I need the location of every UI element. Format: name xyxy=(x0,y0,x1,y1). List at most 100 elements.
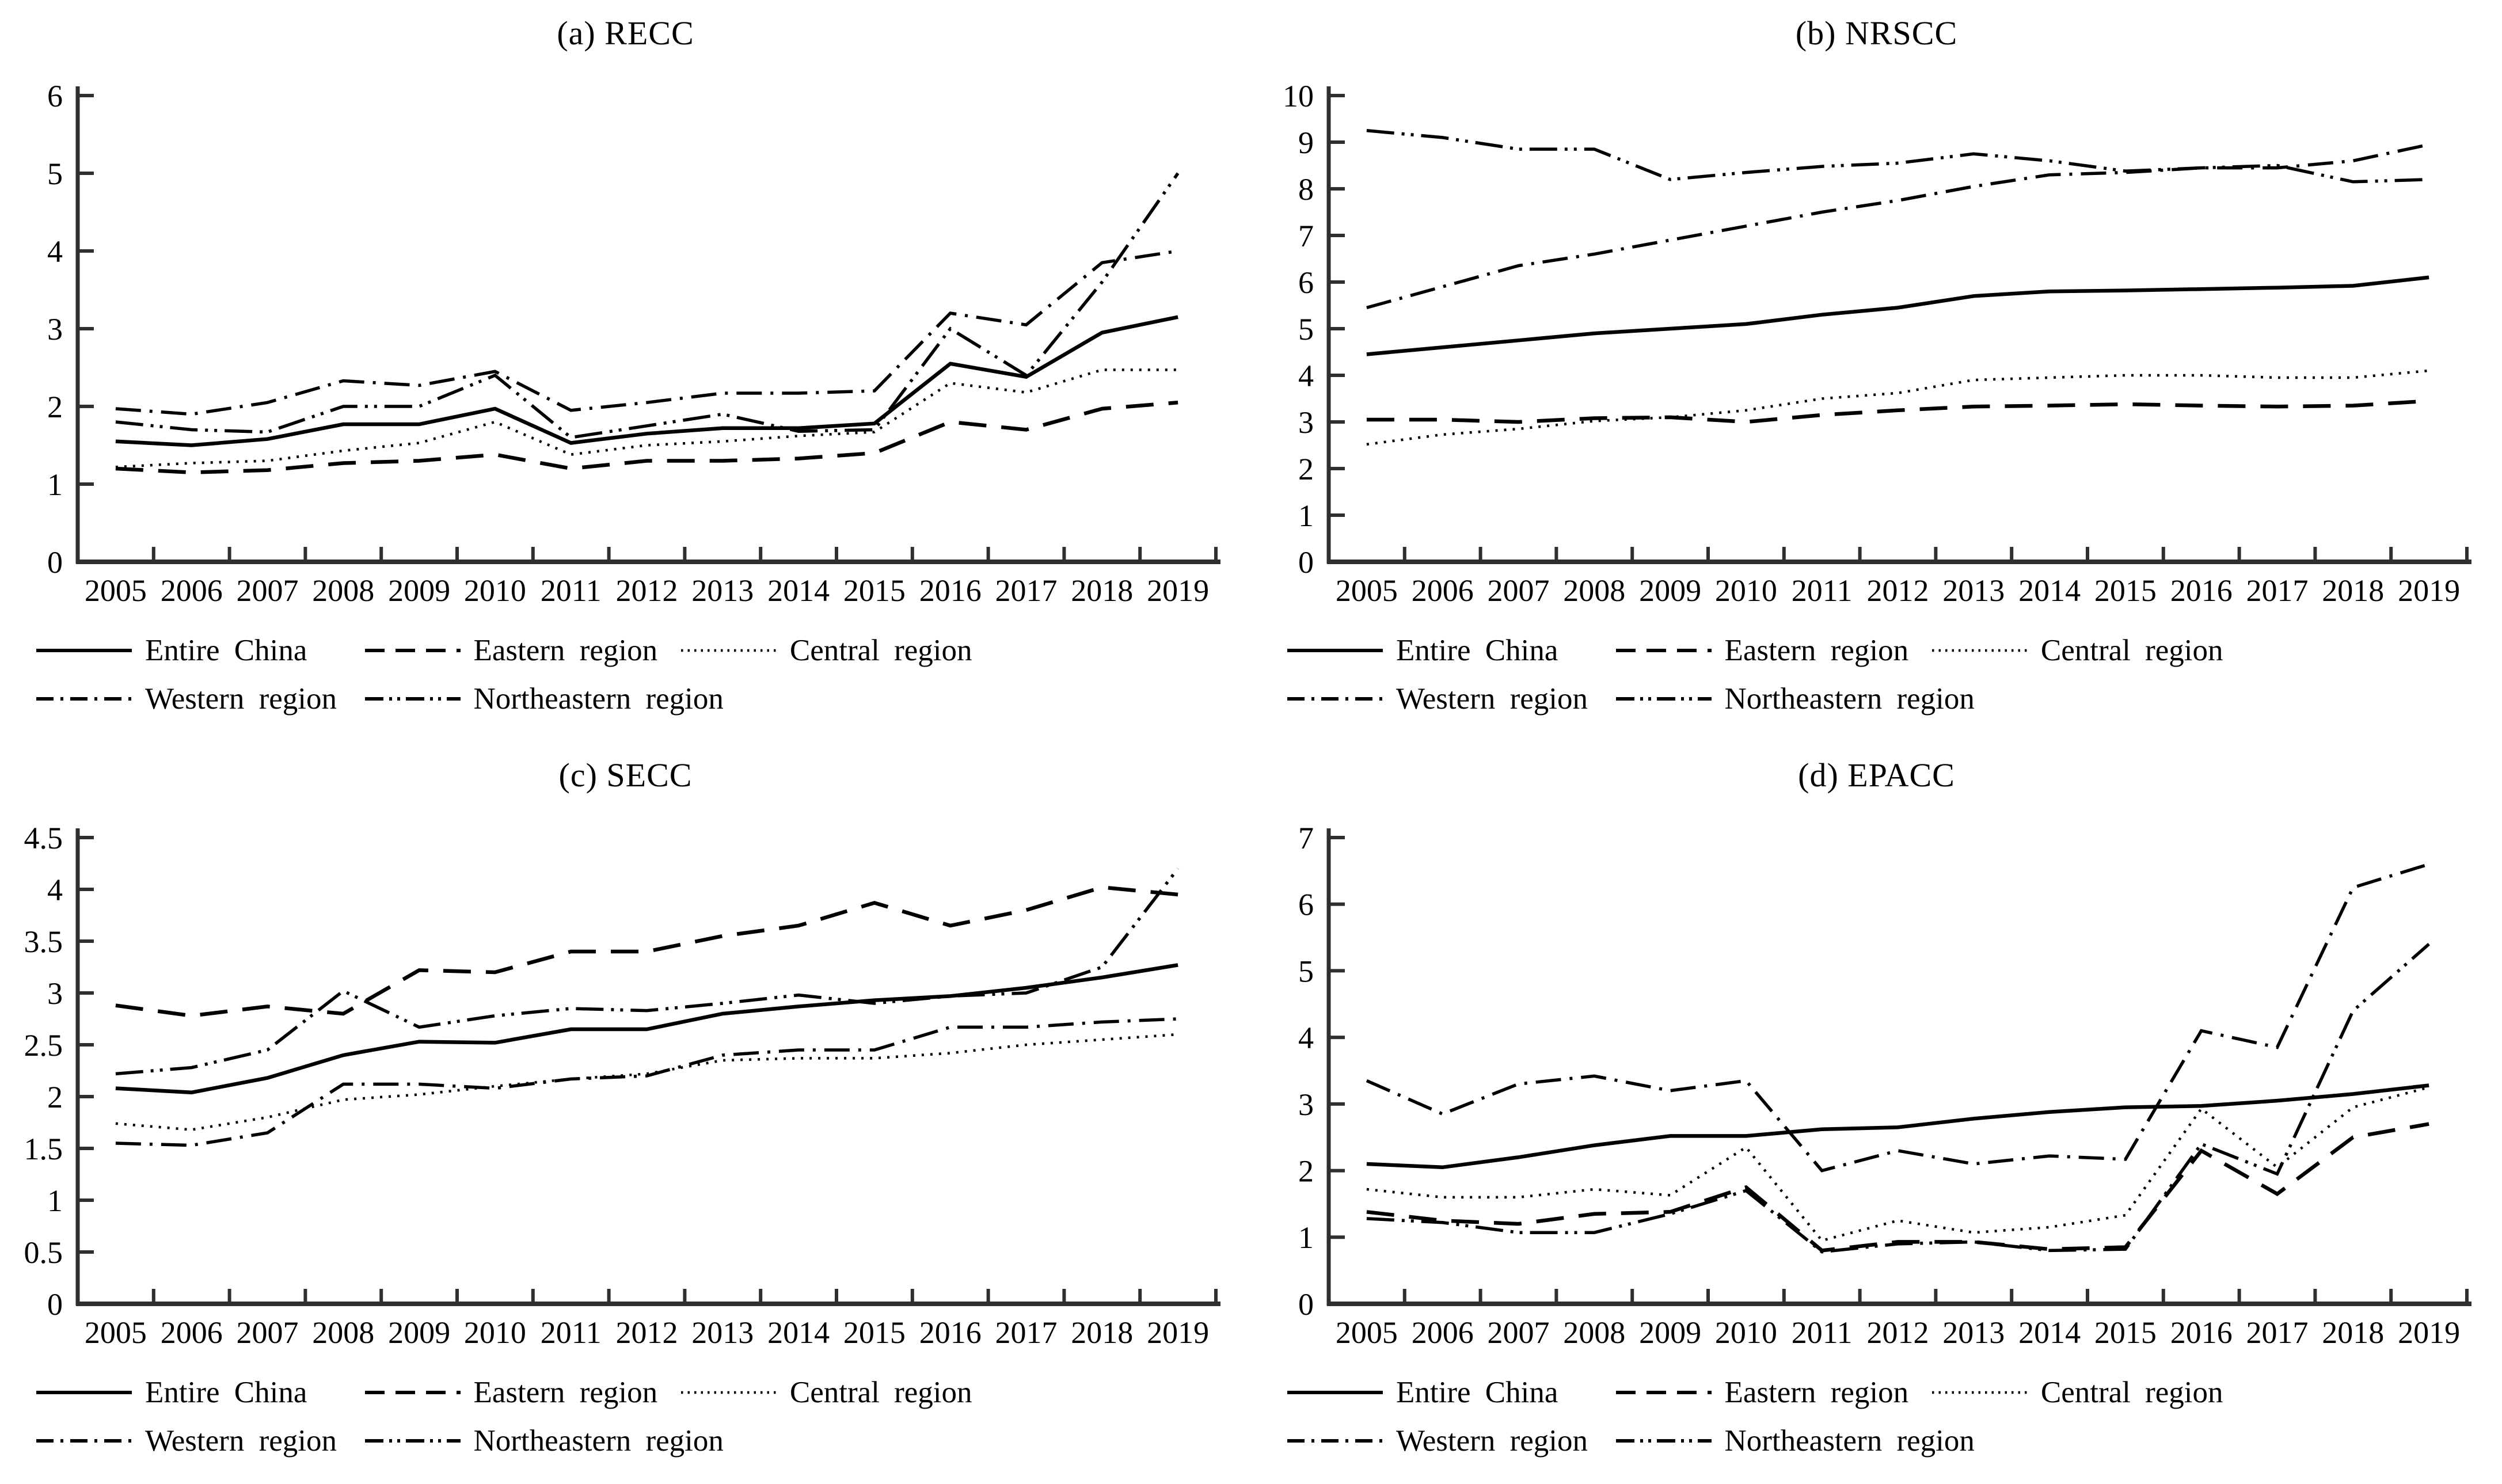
dotted-line-icon xyxy=(1931,649,2028,652)
series-line-western-region xyxy=(115,249,1178,416)
x-tick-label: 2016 xyxy=(2170,573,2233,608)
x-tick-label: 2012 xyxy=(616,1315,678,1350)
x-tick-label: 2009 xyxy=(1639,573,1701,608)
y-tick-label: 2 xyxy=(47,390,63,424)
x-tick-label: 2006 xyxy=(1412,1315,1474,1350)
dashed-line-icon xyxy=(364,649,461,652)
panel-a-title: (a) RECC xyxy=(557,14,694,52)
legend-label: Eastern region xyxy=(1724,1376,1909,1409)
y-tick-label: 1 xyxy=(1298,499,1314,533)
series-line-central-region xyxy=(1366,1086,2429,1242)
y-tick-label: 1 xyxy=(47,1184,63,1218)
y-tick-label: 4 xyxy=(1298,1021,1314,1055)
y-tick-label: 0 xyxy=(1298,545,1314,580)
legend-item-entire-china: Entire China xyxy=(35,1375,363,1410)
y-tick-label: 0 xyxy=(47,545,63,580)
y-tick-label: 0 xyxy=(47,1287,63,1322)
series-line-entire-china xyxy=(1366,1083,2429,1170)
x-tick-label: 2009 xyxy=(1639,1315,1701,1350)
series-line-northeastern-region xyxy=(1366,129,2429,184)
y-tick-label: 7 xyxy=(1298,219,1314,253)
dash-dot-dot-line-icon xyxy=(1615,697,1712,701)
x-tick-label: 2018 xyxy=(2322,573,2384,608)
dash-dot-line-icon xyxy=(36,697,132,701)
series-line-entire-china xyxy=(1366,275,2429,356)
x-tick-label: 2019 xyxy=(2398,1315,2460,1350)
series-line-entire-china xyxy=(115,315,1178,447)
x-tick-label: 2015 xyxy=(2094,1315,2157,1350)
legend-item-eastern-region: Eastern region xyxy=(363,633,679,668)
dash-dot-dot-line-icon xyxy=(364,1439,461,1443)
x-tick-label: 2013 xyxy=(691,1315,754,1350)
series-line-central-region xyxy=(115,368,1178,469)
series-line-eastern-region xyxy=(1366,1122,2429,1253)
panel-b-plot: 0 1 2 3 4 5 6 7 8 9 10 2005 2006 2007 2008 2009 2010 2011… xyxy=(1283,79,2471,608)
y-tick-label: 8 xyxy=(1298,172,1314,207)
y-tick-label: 1 xyxy=(1298,1220,1314,1255)
y-tick-label: 4.5 xyxy=(24,821,63,855)
panel-c-title: (c) SECC xyxy=(558,756,693,794)
solid-line-icon xyxy=(36,649,132,652)
legend-item-central-region: Central region xyxy=(1930,633,2502,668)
legend-item-western-region: Western region xyxy=(35,1424,363,1458)
x-tick-label: 2014 xyxy=(2018,1315,2081,1350)
dashed-line-icon xyxy=(364,1391,461,1394)
x-tick-label: 2017 xyxy=(2246,573,2309,608)
legend-item-entire-china: Entire China xyxy=(35,633,363,668)
x-tick-label: 2005 xyxy=(1336,573,1398,608)
legend-label: Central region xyxy=(789,634,972,667)
panel-c-legend: Entire China Eastern region Central regi… xyxy=(0,1375,1251,1458)
dashed-line-icon xyxy=(1615,649,1712,652)
x-tick-label: 2018 xyxy=(1071,1315,1133,1350)
y-tick-label: 4 xyxy=(47,234,63,269)
series-line-eastern-region xyxy=(115,885,1178,1018)
y-tick-label: 10 xyxy=(1283,79,1314,113)
x-tick-label: 2015 xyxy=(2094,573,2157,608)
x-tick-label: 2008 xyxy=(312,1315,374,1350)
x-tick-label: 2018 xyxy=(2322,1315,2384,1350)
legend-label: Western region xyxy=(1396,1424,1588,1458)
x-tick-label: 2005 xyxy=(85,573,147,608)
legend-label: Northeastern region xyxy=(473,682,724,716)
y-tick-label: 1.5 xyxy=(24,1132,63,1166)
dash-dot-dot-line-icon xyxy=(1615,1439,1712,1443)
x-tick-label: 2010 xyxy=(1715,573,1777,608)
x-tick-label: 2005 xyxy=(85,1315,147,1350)
x-tick-label: 2015 xyxy=(843,573,906,608)
legend-item-central-region: Central region xyxy=(679,633,1251,668)
series-line-central-region xyxy=(115,1033,1178,1131)
x-tick-label: 2017 xyxy=(995,1315,1058,1350)
x-tick-label: 2012 xyxy=(1867,573,1929,608)
x-tick-label: 2019 xyxy=(1147,573,1209,608)
panel-d-epacc: (d) EPACC 0 1 2 3 4 5 6 7 2005 2006 2007 2008 2009 20… xyxy=(1251,742,2502,1484)
series-line-eastern-region xyxy=(1366,399,2429,424)
x-tick-label: 2017 xyxy=(2246,1315,2309,1350)
panel-b-legend: Entire China Eastern region Central regi… xyxy=(1251,633,2502,716)
x-tick-label: 2008 xyxy=(1563,573,1625,608)
panel-c-plot: 0 0.5 1 1.5 2 2.5 3 3.5 4 4.5 2005 2006 2007 2008 2009… xyxy=(24,821,1220,1350)
series-line-western-region xyxy=(1366,143,2429,310)
series-line-entire-china xyxy=(115,963,1178,1095)
dash-dot-line-icon xyxy=(1287,697,1383,701)
series-line-northeastern-region xyxy=(1366,943,2430,1254)
legend-item-western-region: Western region xyxy=(1286,1424,1614,1458)
y-tick-label: 0 xyxy=(1298,1287,1314,1322)
panel-b-nrscc: (b) NRSCC 0 1 2 3 4 5 6 7 8 9 10 2005 2006 2007 2008 20… xyxy=(1251,0,2502,742)
x-tick-label: 2013 xyxy=(691,573,754,608)
x-tick-label: 2010 xyxy=(464,1315,526,1350)
y-tick-label: 3 xyxy=(47,312,63,347)
dotted-line-icon xyxy=(680,1391,777,1394)
y-tick-label: 2.5 xyxy=(24,1028,63,1063)
x-tick-label: 2012 xyxy=(1867,1315,1929,1350)
panel-c-secc: (c) SECC 0 0.5 1 1.5 2 2.5 3 3.5 4 4.5 2005 2006 200… xyxy=(0,742,1251,1484)
x-tick-label: 2013 xyxy=(1942,1315,2005,1350)
x-tick-label: 2017 xyxy=(995,573,1058,608)
x-tick-label: 2012 xyxy=(616,573,678,608)
series-line-northeastern-region xyxy=(115,172,1180,439)
legend-label: Central region xyxy=(789,1376,972,1409)
legend-item-northeastern-region: Northeastern region xyxy=(363,1424,724,1458)
panel-d-title: (d) EPACC xyxy=(1798,756,1955,794)
x-tick-label: 2014 xyxy=(2018,573,2081,608)
legend-label: Central region xyxy=(2040,634,2223,667)
